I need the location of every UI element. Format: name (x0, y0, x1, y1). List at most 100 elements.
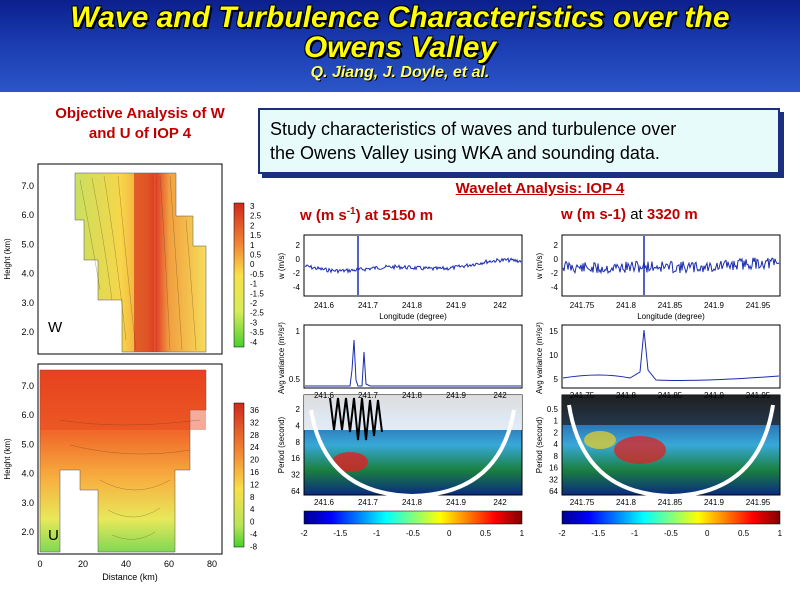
study-text-line1: Study characteristics of waves and turbu… (270, 119, 677, 139)
colorbar-tick-label: -1 (631, 529, 639, 538)
longitude-tick-label: 241.85 (658, 301, 683, 310)
right-variance-frame (561, 324, 781, 389)
longitude-tick-label: 241.9 (446, 301, 467, 310)
w-colorbar-label: -3 (250, 318, 258, 327)
study-text-box: Study characteristics of waves and turbu… (258, 108, 780, 174)
distance-axis-label: Distance (km) (102, 572, 158, 582)
left-variance-frame (303, 324, 523, 389)
left-variance-line (305, 339, 521, 387)
colorbar-tick-label: -0.5 (406, 529, 420, 538)
left-wavelet-spikes (329, 397, 383, 441)
height-tick-label: 3.0 (21, 298, 34, 308)
longitude-tick-label: 241.95 (746, 301, 771, 310)
longitude-tick-label: 242 (493, 391, 507, 400)
longitude-tick-label: 242 (493, 301, 507, 310)
left-cone-of-influence (309, 409, 516, 499)
w-colorbar-label: -4 (250, 338, 258, 347)
left-column-title: w (m s-1) at 5150 m (300, 206, 434, 224)
longitude-axis-label: Longitude (degree) (379, 312, 447, 321)
right-wavelet-patch (584, 431, 616, 449)
period-tick-label: 16 (291, 454, 300, 463)
colorbar-tick-label: 1 (778, 529, 783, 538)
period-tick-label: 4 (296, 421, 301, 430)
longitude-tick-label: 241.8 (616, 391, 637, 400)
objective-title-line1: Objective Analysis of W (55, 105, 225, 122)
w-colorbar-label: -3.5 (250, 328, 264, 337)
w-series-tick-label: 0 (296, 255, 301, 264)
u-colorbar-label: 36 (250, 406, 259, 415)
longitude-tick-label: 241.85 (658, 498, 683, 507)
longitude-tick-label: 241.75 (570, 301, 595, 310)
page-title-line1: Wave and Turbulence Characteristics over… (70, 1, 730, 34)
height-tick-label: 4.0 (21, 469, 34, 479)
left-w-series-frame (303, 234, 523, 297)
w-panel-label: W (48, 319, 63, 336)
left-colorbar (303, 510, 523, 525)
height-tick-label: 5.0 (21, 239, 34, 249)
colorbar-tick-label: 0.5 (738, 529, 750, 538)
distance-tick-label: 0 (37, 559, 42, 569)
u-panel-label: U (48, 527, 59, 544)
period-tick-label: 2 (296, 405, 301, 414)
w-series-tick-label: -2 (293, 269, 301, 278)
right-wavelet-upper (562, 395, 780, 425)
longitude-tick-label: 241.9 (704, 498, 725, 507)
period-tick-label: 2 (554, 428, 559, 437)
height-tick-label: 5.0 (21, 439, 34, 449)
variance-axis-label: Avg variance (m²/s²) (277, 322, 286, 394)
w-colorbar-label: -0.5 (250, 270, 264, 279)
variance-tick-label: 15 (549, 327, 558, 336)
w-colorbar-label: -2 (250, 299, 258, 308)
longitude-tick-label: 241.8 (402, 498, 423, 507)
u-colorbar-label: 12 (250, 480, 259, 489)
longitude-tick-label: 241.8 (402, 301, 423, 310)
longitude-tick-label: 241.6 (314, 391, 335, 400)
w-series-axis-label: w (m/s) (277, 253, 286, 281)
u-analysis-panel: U (37, 363, 245, 555)
longitude-tick-label: 241.7 (358, 301, 379, 310)
period-axis-label: Period (second) (535, 416, 544, 473)
longitude-tick-label: 241.7 (358, 391, 379, 400)
longitude-tick-label: 241.85 (658, 391, 683, 400)
u-contour-lines (59, 419, 201, 540)
longitude-tick-label: 241.8 (616, 498, 637, 507)
height-tick-label: 7.0 (21, 381, 34, 391)
u-contour-field (39, 369, 207, 553)
w-colorbar-label: -1.5 (250, 289, 264, 298)
longitude-tick-label: 241.6 (314, 498, 335, 507)
u-colorbar (233, 402, 245, 548)
w-series-tick-label: 2 (554, 241, 559, 250)
w-colorbar-label: 2.5 (250, 212, 262, 221)
longitude-tick-label: 241.95 (746, 498, 771, 507)
right-column-title: w (m s-1) at 3320 m (561, 206, 698, 223)
height-axis-label: Height (km) (3, 438, 12, 480)
longitude-tick-label: 241.95 (746, 391, 771, 400)
longitude-tick-label: 241.9 (704, 301, 725, 310)
height-tick-label: 2.0 (21, 527, 34, 537)
left-wavelet-peak (332, 452, 368, 472)
colorbar-tick-label: 0.5 (480, 529, 492, 538)
colorbar-tick-label: -0.5 (664, 529, 678, 538)
objective-axes: 7.0 6.0 5.0 4.0 3.0 2.0 Height (km) 7.0 6.0 5.0 4.… (3, 181, 264, 582)
distance-tick-label: 80 (207, 559, 217, 569)
right-variance-line (562, 329, 780, 381)
period-tick-label: 32 (291, 471, 300, 480)
distance-tick-label: 60 (164, 559, 174, 569)
colorbar-tick-label: -2 (558, 529, 566, 538)
study-text-line2: the Owens Valley using WKA and sounding … (270, 143, 660, 163)
w-colorbar-label: 3 (250, 202, 255, 211)
height-tick-label: 7.0 (21, 181, 34, 191)
longitude-tick-label: 241.7 (358, 498, 379, 507)
period-tick-label: 16 (549, 464, 558, 473)
page-title-line2: Owens Valley (303, 31, 497, 64)
variance-tick-label: 10 (549, 351, 558, 360)
u-colorbar-label: 32 (250, 418, 259, 427)
colorbar-tick-label: -2 (300, 529, 308, 538)
variance-tick-label: 0.5 (289, 375, 301, 384)
longitude-tick-label: 241.6 (314, 301, 335, 310)
w-colorbar-label: -2.5 (250, 309, 264, 318)
height-tick-label: 2.0 (21, 327, 34, 337)
left-w-series-line (304, 257, 522, 275)
title-banner: Wave and Turbulence Characteristics over… (0, 0, 800, 92)
